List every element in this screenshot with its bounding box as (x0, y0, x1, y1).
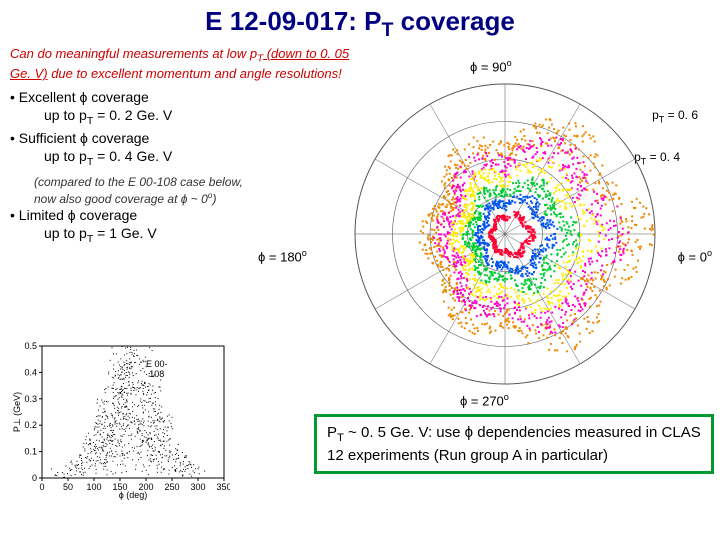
svg-text:100: 100 (86, 482, 101, 492)
phi-180-label: ϕ = 180o (258, 248, 307, 264)
phi-90-label: ϕ = 90o (470, 58, 512, 74)
svg-text:P⊥ (GeV): P⊥ (GeV) (12, 392, 22, 432)
svg-text:0: 0 (32, 473, 37, 483)
bullet-3: • Limited ϕ coverage (10, 206, 290, 224)
title-pre: E 12-09-017: P (205, 6, 381, 36)
svg-text:ϕ (deg): ϕ (deg) (119, 490, 148, 500)
bullet-2: • Sufficient ϕ coverage (10, 129, 290, 147)
subtitle: Can do meaningful measurements at low pT… (0, 42, 370, 84)
title-sub: T (382, 19, 394, 41)
green-callout-box: PT ~ 0. 5 Ge. V: use ϕ dependencies meas… (314, 414, 714, 474)
slide-title: E 12-09-017: PT coverage (0, 0, 720, 42)
svg-text:0.3: 0.3 (24, 394, 37, 404)
note: (compared to the E 00-108 case below, no… (0, 173, 270, 206)
bullet-2a: up to pT = 0. 4 Ge. V (10, 147, 290, 169)
bullet-1: • Excellent ϕ coverage (10, 88, 290, 106)
svg-text:350: 350 (216, 482, 230, 492)
svg-text:0: 0 (39, 482, 44, 492)
svg-text:300: 300 (190, 482, 205, 492)
svg-text:0.1: 0.1 (24, 447, 37, 457)
svg-text:50: 50 (63, 482, 73, 492)
svg-text:250: 250 (164, 482, 179, 492)
bullets: • Excellent ϕ coverage up to pT = 0. 2 G… (0, 84, 300, 173)
svg-text:0.4: 0.4 (24, 367, 37, 377)
bullets-2: • Limited ϕ coverage up to pT = 1 Ge. V (0, 206, 300, 251)
svg-text:0.2: 0.2 (24, 420, 37, 430)
title-post: coverage (393, 6, 514, 36)
scatter-plot: 00.10.20.30.40.5050100150200250300350ϕ (… (10, 340, 230, 500)
bullet-3a: up to pT = 1 Ge. V (10, 224, 290, 246)
phi-270-label: ϕ = 270o (460, 392, 509, 408)
bullet-1a: up to pT = 0. 2 Ge. V (10, 106, 290, 128)
polar-plot (320, 76, 690, 392)
scatter-label: E 00- 108 (146, 360, 168, 380)
svg-text:0.5: 0.5 (24, 341, 37, 351)
